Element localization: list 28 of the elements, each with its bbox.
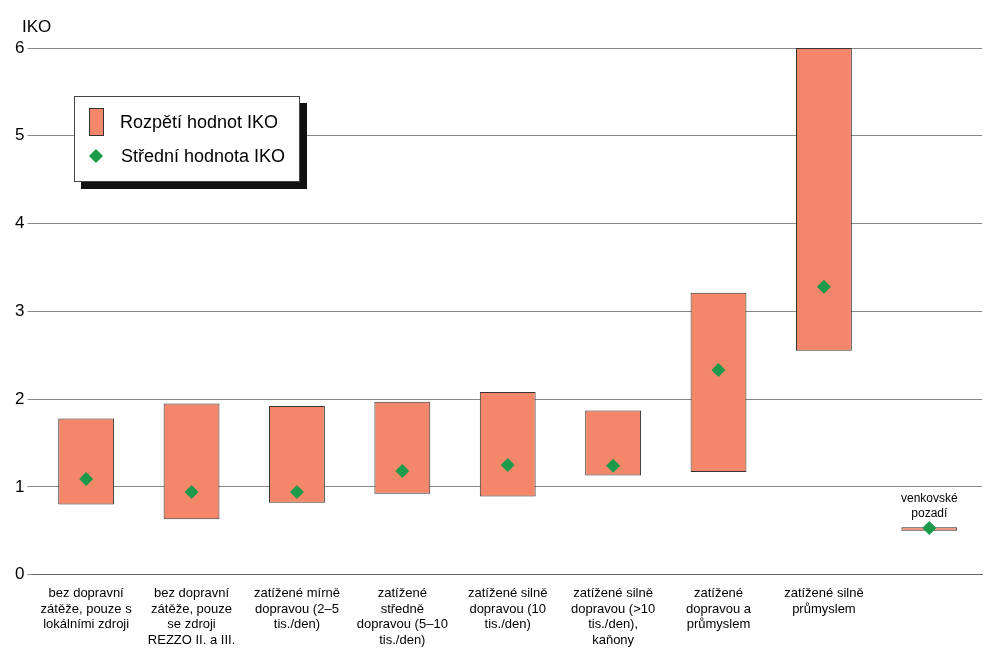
y-tick-label: 4 [14,213,25,233]
x-tick-label: zatížené silně průmyslem [784,584,864,616]
y-axis-title: IKO [22,17,52,37]
y-tick-label: 3 [14,300,25,320]
legend-label: Střední hodnota IKO [121,145,286,167]
x-tick-label: zatížené silně dopravou (10 tis./den) [467,584,548,632]
point [79,471,94,486]
point [500,457,515,472]
point [395,464,410,479]
y-tick-label: 1 [14,476,25,496]
point [922,521,937,536]
point [711,363,726,378]
annotation: venkovské pozadí [900,490,958,520]
x-tick-label: bez dopravní zátěže, pouze se zdroji REZZO II. a III. [147,584,236,647]
y-tick-label: 6 [14,37,25,57]
x-tick-label: bez dopravní zátěže, pouze s lokálními zdroji [40,584,133,632]
point [289,485,304,500]
point [606,458,621,473]
x-tick-label: zatížené mírně dopravou (2–5 tis./den) [253,584,340,632]
y-tick-label: 5 [14,125,25,145]
y-tick-label: 2 [14,388,25,408]
point [184,485,199,500]
y-tick-label: 0 [14,564,25,584]
x-tick-label: zatížené silně dopravou (>10 tis./den), kaňony [571,584,656,647]
legend-label: Rozpětí hodnot IKO [120,111,279,133]
x-tick-label: zatížené dopravou a průmyslem [685,584,752,632]
x-tick-label: zatížené středně dopravou (5–10 tis./den) [356,584,448,647]
point [816,279,831,294]
